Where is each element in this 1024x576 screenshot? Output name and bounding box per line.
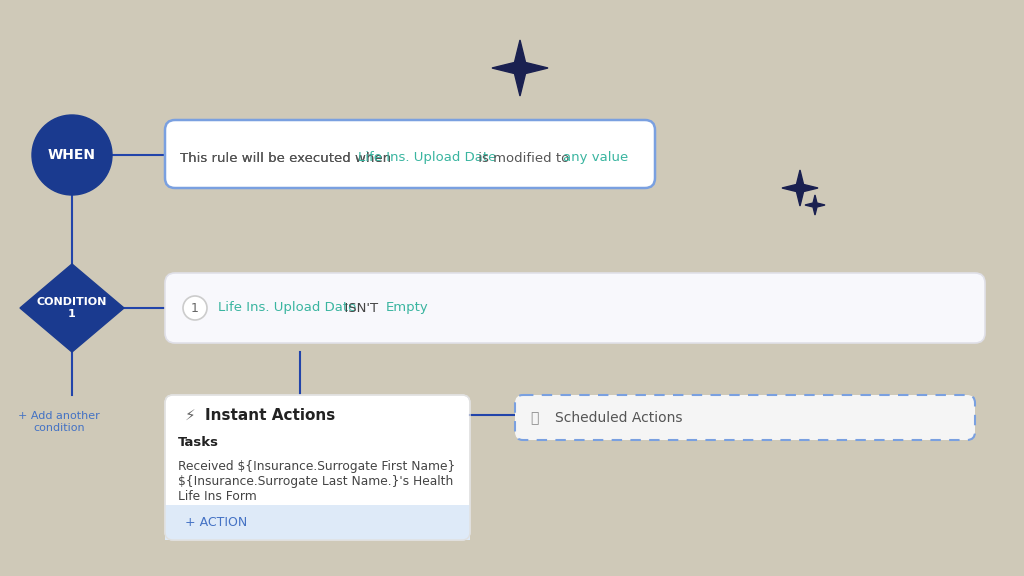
Text: Instant Actions: Instant Actions	[205, 407, 335, 423]
FancyBboxPatch shape	[165, 120, 655, 188]
Text: ⏳: ⏳	[530, 411, 539, 425]
Circle shape	[183, 296, 207, 320]
Polygon shape	[805, 195, 825, 215]
Text: any value: any value	[563, 151, 628, 165]
Text: ⚡: ⚡	[185, 407, 196, 423]
Circle shape	[32, 115, 112, 195]
FancyBboxPatch shape	[165, 273, 985, 343]
FancyBboxPatch shape	[165, 505, 470, 540]
Text: Tasks: Tasks	[178, 437, 219, 449]
Text: + ACTION: + ACTION	[185, 516, 247, 529]
Text: WHEN: WHEN	[48, 148, 96, 162]
Text: 1: 1	[191, 301, 199, 314]
Text: + Add another
condition: + Add another condition	[18, 411, 99, 433]
Text: CONDITION
1: CONDITION 1	[37, 297, 108, 319]
FancyBboxPatch shape	[165, 395, 470, 540]
Text: is modified to: is modified to	[474, 151, 573, 165]
Polygon shape	[782, 170, 818, 206]
Text: Life Ins. Upload Date: Life Ins. Upload Date	[357, 151, 496, 165]
Text: This rule will be executed when: This rule will be executed when	[180, 151, 395, 165]
Polygon shape	[20, 264, 124, 352]
Text: Received ${Insurance.Surrogate First Name}
${Insurance.Surrogate Last Name.}'s H: Received ${Insurance.Surrogate First Nam…	[178, 460, 456, 503]
Text: Scheduled Actions: Scheduled Actions	[555, 411, 683, 425]
Text: This rule will be executed when: This rule will be executed when	[180, 151, 395, 165]
Text: Life Ins. Upload Date: Life Ins. Upload Date	[218, 301, 356, 314]
Polygon shape	[492, 40, 548, 96]
Text: ISN'T: ISN'T	[336, 301, 386, 314]
Text: Empty: Empty	[386, 301, 429, 314]
FancyBboxPatch shape	[515, 395, 975, 440]
